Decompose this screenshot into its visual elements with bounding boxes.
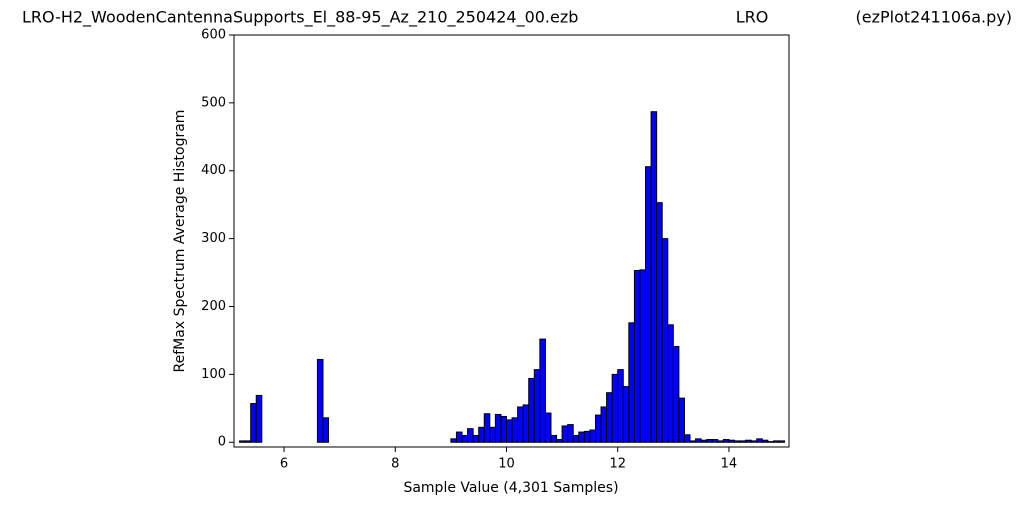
bar: [483, 413, 491, 443]
bar: [550, 434, 558, 443]
bar: [622, 386, 630, 443]
bar: [778, 440, 786, 443]
x-axis-label: Sample Value (4,301 Samples): [403, 480, 618, 496]
y-tick-label: 500: [201, 95, 226, 110]
bar: [745, 439, 752, 443]
chart-title: LRO: [736, 8, 769, 27]
bar: [528, 377, 535, 443]
bar: [633, 270, 641, 443]
bar: [461, 434, 469, 443]
bar: [756, 438, 763, 443]
x-tick-label: 10: [498, 457, 515, 472]
bar: [255, 394, 263, 443]
y-tick-label: 0: [218, 435, 226, 450]
bar: [767, 441, 774, 443]
bar: [489, 426, 496, 443]
bar: [583, 430, 591, 443]
bar: [239, 440, 246, 443]
bar: [533, 369, 541, 443]
y-tick-label: 200: [201, 299, 226, 314]
y-tick-label: 600: [201, 28, 226, 43]
bar: [567, 424, 574, 443]
bar: [500, 415, 507, 443]
x-tick-label: 6: [280, 457, 288, 472]
bar: [606, 392, 613, 443]
bar: [689, 440, 697, 443]
bar: [250, 403, 257, 443]
bar: [695, 438, 702, 443]
bar: [572, 434, 580, 443]
bar: [656, 202, 663, 443]
x-tick-label: 12: [609, 457, 626, 472]
bar: [617, 369, 624, 443]
bar: [722, 439, 730, 443]
bar: [661, 238, 669, 443]
bar: [517, 406, 524, 443]
bar: [750, 440, 758, 443]
bar: [561, 425, 569, 443]
bar: [645, 166, 652, 443]
bar: [683, 434, 691, 443]
bar: [589, 429, 596, 443]
y-tick-label: 100: [201, 367, 226, 382]
bar: [700, 439, 708, 443]
bar: [511, 417, 519, 443]
chart-title: (ezPlot241106a.py): [856, 8, 1012, 27]
bar: [728, 439, 736, 443]
bar: [739, 440, 747, 443]
bar: [628, 322, 635, 443]
bar: [478, 426, 485, 443]
bar: [594, 414, 602, 443]
bar: [522, 404, 530, 443]
bar: [539, 338, 546, 443]
bar: [678, 397, 685, 443]
bar: [505, 419, 513, 443]
bar: [544, 412, 552, 443]
bar: [672, 346, 680, 443]
chart-title: LRO-H2_WoodenCantennaSupports_El_88-95_A…: [22, 8, 578, 28]
bar: [761, 439, 769, 443]
bar: [455, 431, 463, 443]
bar: [734, 440, 741, 443]
y-axis-label: RefMax Spectrum Average Histogram: [172, 110, 188, 373]
bar: [611, 373, 619, 443]
bar: [472, 434, 480, 443]
bar: [316, 358, 324, 443]
bar: [578, 431, 585, 443]
y-tick-label: 400: [201, 163, 226, 178]
bar: [711, 439, 719, 443]
plot-frame: [233, 34, 790, 448]
x-tick-label: 8: [391, 457, 399, 472]
bar: [639, 269, 647, 443]
bar: [772, 440, 780, 443]
bar: [322, 417, 330, 443]
bar: [467, 428, 474, 443]
bar: [717, 440, 724, 443]
bar: [494, 413, 502, 443]
x-tick-label: 14: [721, 457, 738, 472]
bar: [667, 324, 674, 443]
bar: [556, 439, 563, 443]
bar: [650, 111, 658, 443]
y-tick-label: 300: [201, 231, 226, 246]
bar: [600, 406, 608, 443]
bar: [706, 439, 713, 443]
bar: [450, 438, 457, 443]
bar: [244, 440, 252, 443]
